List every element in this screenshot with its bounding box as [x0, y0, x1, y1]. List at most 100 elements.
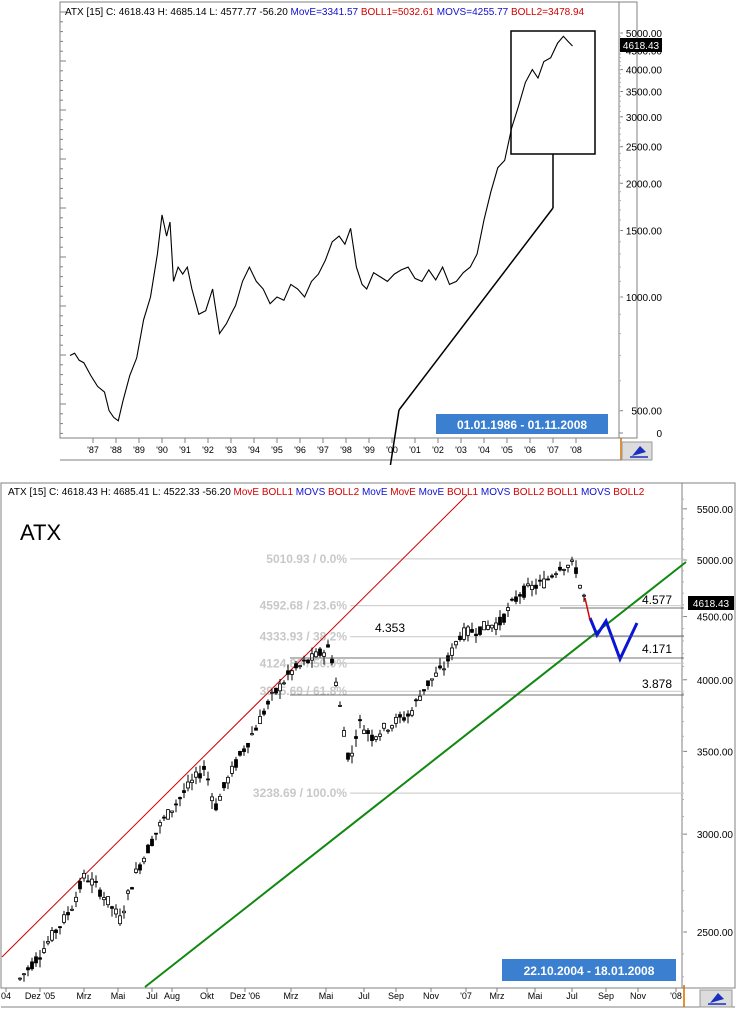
candle-body [306, 659, 310, 664]
candle-body [98, 889, 102, 897]
top-date-range-badge [436, 414, 608, 434]
y-tick-label: 1500.00 [626, 226, 663, 237]
level-label: 4.171 [642, 642, 672, 656]
candle-body [46, 941, 50, 944]
x-tick-label: 04 [1, 991, 11, 1001]
candle-body [382, 722, 386, 729]
top-date-range-text: 01.01.1986 - 01.11.2008 [457, 418, 587, 432]
candle-body [86, 880, 90, 883]
header-indicator: BOLL2 [325, 487, 359, 498]
y-tick-label: 3000.00 [697, 830, 734, 841]
candle-body [182, 790, 186, 793]
candle-body [102, 897, 106, 901]
candle-body [354, 736, 358, 739]
candle-body [334, 681, 338, 686]
x-tick-label: Jul [566, 991, 578, 1001]
level-label: 4.577 [642, 593, 672, 607]
candle-body [190, 779, 194, 784]
candle-body [318, 648, 322, 656]
x-tick-label: '08 [570, 445, 582, 455]
candle-body [286, 670, 290, 675]
x-tick-label: '07 [460, 991, 472, 1001]
candle-body [390, 725, 394, 729]
candle-body [166, 809, 170, 820]
x-tick-label: Mai [528, 991, 543, 1001]
x-tick-label: Nov [630, 991, 647, 1001]
candle-body [210, 796, 214, 802]
candle-body [150, 838, 154, 847]
bottom-chart-panel: ATX [15] C: 4618.43 H: 4685.41 L: 4522.3… [0, 480, 736, 1009]
candle-body [290, 670, 294, 675]
candle-body [58, 926, 62, 929]
x-tick-label: '06 [524, 445, 536, 455]
candle-body [94, 881, 98, 883]
x-tick-label: '02 [432, 445, 444, 455]
chart-tool-icon[interactable] [621, 441, 653, 461]
candle-body [526, 583, 530, 587]
x-tick-label: '94 [248, 445, 260, 455]
header-indicator: BOLL1 [444, 487, 478, 498]
candle-body [426, 680, 430, 686]
y-tick-label: 2500.00 [626, 143, 663, 154]
x-tick-label: Mrz [490, 991, 505, 1001]
candle-body [114, 908, 118, 915]
x-tick-label: Sep [388, 991, 404, 1001]
candle-body [234, 759, 238, 768]
bottom-price-badge-text: 4618.43 [693, 599, 730, 610]
level-label: 3.878 [642, 677, 672, 691]
chart-title: ATX [20, 520, 61, 545]
candle-body [82, 872, 86, 879]
candle-body [294, 663, 298, 669]
candle-body [562, 569, 566, 571]
x-tick-label: '04 [478, 445, 490, 455]
x-tick-label: Sep [598, 991, 614, 1001]
candle-body [394, 716, 398, 724]
candle-body [226, 776, 230, 784]
candle-body [186, 781, 190, 789]
candle-body [370, 734, 374, 741]
top-header: ATX [15] C: 4618.43 H: 4685.14 L: 4577.7… [65, 7, 585, 18]
header-indicator: BOLL1 [544, 487, 578, 498]
x-tick-label: '08 [670, 991, 682, 1001]
candle-body [42, 948, 46, 953]
x-tick-label: Okt [200, 991, 215, 1001]
y-tick-label: 5000.00 [697, 556, 734, 567]
candles [18, 556, 586, 982]
candle-body [546, 578, 550, 581]
header-indicator: MovE [359, 487, 388, 498]
header-indicator: BOLL2 [510, 487, 544, 498]
candle-body [90, 878, 94, 886]
candle-body [530, 584, 534, 590]
y-tick-label: 3500.00 [697, 747, 734, 758]
x-tick-label: Mrz [77, 991, 92, 1001]
fib-label: 3238.69 / 100.0% [253, 786, 347, 800]
x-tick-label: '00 [386, 445, 398, 455]
fib-label: 3915.69 / 61.8% [260, 684, 348, 698]
y-tick-label: 500.00 [631, 407, 662, 418]
candle-body [242, 748, 246, 753]
level-label: 4.353 [375, 621, 405, 635]
candle-body [278, 683, 282, 692]
candle-body [158, 822, 162, 827]
y-tick-label: 2000.00 [626, 179, 663, 190]
candle-body [322, 652, 326, 657]
x-tick-label: Dez '05 [25, 991, 55, 1001]
last-candle-marker [584, 597, 591, 621]
candle-body [514, 596, 518, 602]
header-indicator: MOVS [293, 487, 326, 498]
x-tick-label: Dez '06 [230, 991, 260, 1001]
y-tick-label: 0 [656, 429, 662, 440]
candle-body [142, 857, 146, 863]
candle-body [418, 695, 422, 701]
candle-body [246, 742, 250, 748]
zoom-connector [398, 207, 554, 411]
candle-body [310, 653, 314, 661]
chart-tool-icon[interactable] [699, 989, 733, 1008]
candlestick-chart: ATX [15] C: 4618.43 H: 4685.41 L: 4522.3… [0, 482, 736, 1008]
candle-body [482, 621, 486, 631]
candle-body [282, 682, 286, 685]
header-indicator: BOLL1=5032.61 [358, 7, 434, 18]
candle-body [458, 635, 462, 640]
candle-body [422, 689, 426, 692]
candle-body [342, 730, 346, 737]
